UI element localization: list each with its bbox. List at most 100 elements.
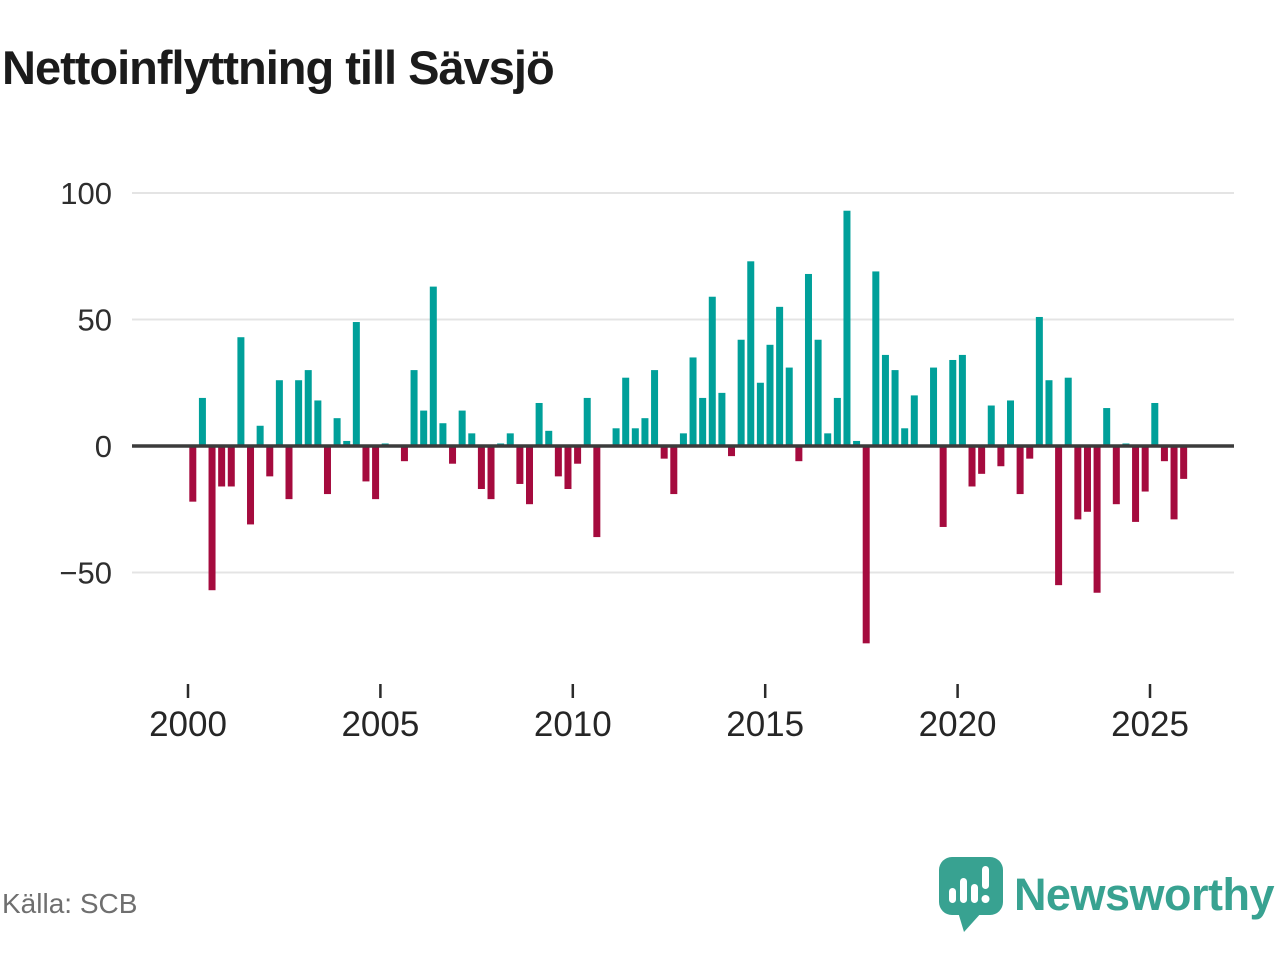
y-axis-label: 50 — [78, 303, 112, 338]
bar-positive — [256, 425, 264, 446]
newsworthy-wordmark: Newsworthy — [1013, 868, 1275, 920]
bar-positive — [881, 354, 889, 446]
bar-positive — [737, 339, 745, 446]
bar-positive — [622, 377, 630, 446]
bar-negative — [400, 446, 408, 462]
bar-positive — [958, 354, 966, 446]
chart-title: Nettoinflyttning till Sävsjö — [2, 41, 555, 94]
bar-negative — [1083, 446, 1091, 512]
bar-positive — [1151, 402, 1159, 446]
bar-positive — [631, 428, 639, 446]
bar-positive — [1045, 380, 1053, 446]
bar-positive — [275, 380, 283, 446]
bar-negative — [247, 446, 255, 525]
bar-positive — [198, 397, 206, 446]
bar-negative — [266, 446, 274, 477]
bar-positive — [910, 395, 918, 446]
bar-negative — [564, 446, 572, 490]
bar-positive — [824, 433, 832, 446]
bar-positive — [708, 296, 716, 446]
bar-negative — [574, 446, 582, 464]
bar-negative — [285, 446, 293, 500]
y-axis-label: 0 — [95, 429, 112, 464]
bar-positive — [679, 433, 687, 446]
bar-positive — [352, 322, 360, 446]
bar-negative — [997, 446, 1005, 467]
bar-positive — [545, 430, 553, 446]
bar-positive — [583, 397, 591, 446]
x-axis-label: 2000 — [149, 705, 227, 744]
bar-negative — [939, 446, 947, 527]
bar-positive — [987, 405, 995, 446]
y-axis-label: 100 — [60, 176, 112, 211]
bar-positive — [833, 397, 841, 446]
bar-negative — [1112, 446, 1120, 505]
bar-positive — [641, 418, 649, 446]
newsworthy-logo-icon — [938, 857, 1003, 932]
bar-positive — [612, 428, 620, 446]
bar-positive — [756, 382, 764, 446]
bar-positive — [949, 359, 957, 446]
bar-positive — [295, 380, 303, 446]
bar-negative — [968, 446, 976, 487]
bar-positive — [468, 433, 476, 446]
x-axis-label: 2010 — [534, 705, 612, 744]
source-note: Källa: SCB — [2, 888, 138, 919]
x-axis-label: 2015 — [726, 705, 804, 744]
bar-positive — [439, 423, 447, 446]
bar-positive — [237, 337, 245, 446]
bar-positive — [872, 271, 880, 446]
bar-negative — [1016, 446, 1024, 495]
bar-negative — [1026, 446, 1034, 459]
bar-negative — [516, 446, 524, 484]
bar-positive — [410, 370, 418, 446]
bar-negative — [208, 446, 216, 591]
bar-positive — [1007, 400, 1014, 446]
bar-positive — [343, 440, 351, 446]
bar-positive — [853, 440, 861, 446]
bar-positive — [429, 286, 437, 446]
bar-positive — [535, 402, 543, 446]
bar-negative — [593, 446, 601, 538]
bar-negative — [1093, 446, 1101, 593]
bar-positive — [314, 400, 322, 446]
bar-negative — [362, 446, 370, 482]
bar-negative — [1132, 446, 1140, 522]
bar-positive — [776, 306, 784, 446]
newsworthy-logo: Newsworthy — [938, 856, 1275, 933]
x-axis-label: 2005 — [341, 705, 419, 744]
y-axis-label: −50 — [59, 556, 112, 591]
bar-negative — [449, 446, 457, 464]
bar-positive — [930, 367, 938, 446]
bar-negative — [862, 446, 870, 644]
bar-negative — [1055, 446, 1063, 586]
bar-negative — [1141, 446, 1149, 492]
bar-positive — [689, 357, 697, 446]
bar-negative — [978, 446, 986, 474]
bar-positive — [651, 370, 659, 446]
bar-negative — [189, 446, 197, 502]
bar-negative — [1170, 446, 1178, 520]
x-axis-label: 2020 — [919, 705, 997, 744]
bar-positive — [506, 433, 514, 446]
bar-negative — [1180, 446, 1188, 479]
bar-positive — [766, 344, 774, 446]
bar-positive — [304, 370, 312, 446]
bar-negative — [1160, 446, 1168, 462]
bar-positive — [891, 370, 899, 446]
bar-negative — [670, 446, 678, 495]
bar-negative — [728, 446, 736, 457]
bar-negative — [526, 446, 533, 505]
bar-negative — [477, 446, 485, 490]
bar-negative — [227, 446, 235, 487]
bar-positive — [420, 410, 428, 446]
bar-positive — [1064, 377, 1072, 446]
bar-positive — [699, 397, 707, 446]
bar-positive — [1035, 316, 1043, 446]
bar-positive — [718, 392, 726, 446]
bar-positive — [843, 210, 851, 446]
bar-positive — [901, 428, 909, 446]
bar-negative — [372, 446, 380, 500]
bar-positive — [458, 410, 466, 446]
bar-negative — [323, 446, 331, 495]
